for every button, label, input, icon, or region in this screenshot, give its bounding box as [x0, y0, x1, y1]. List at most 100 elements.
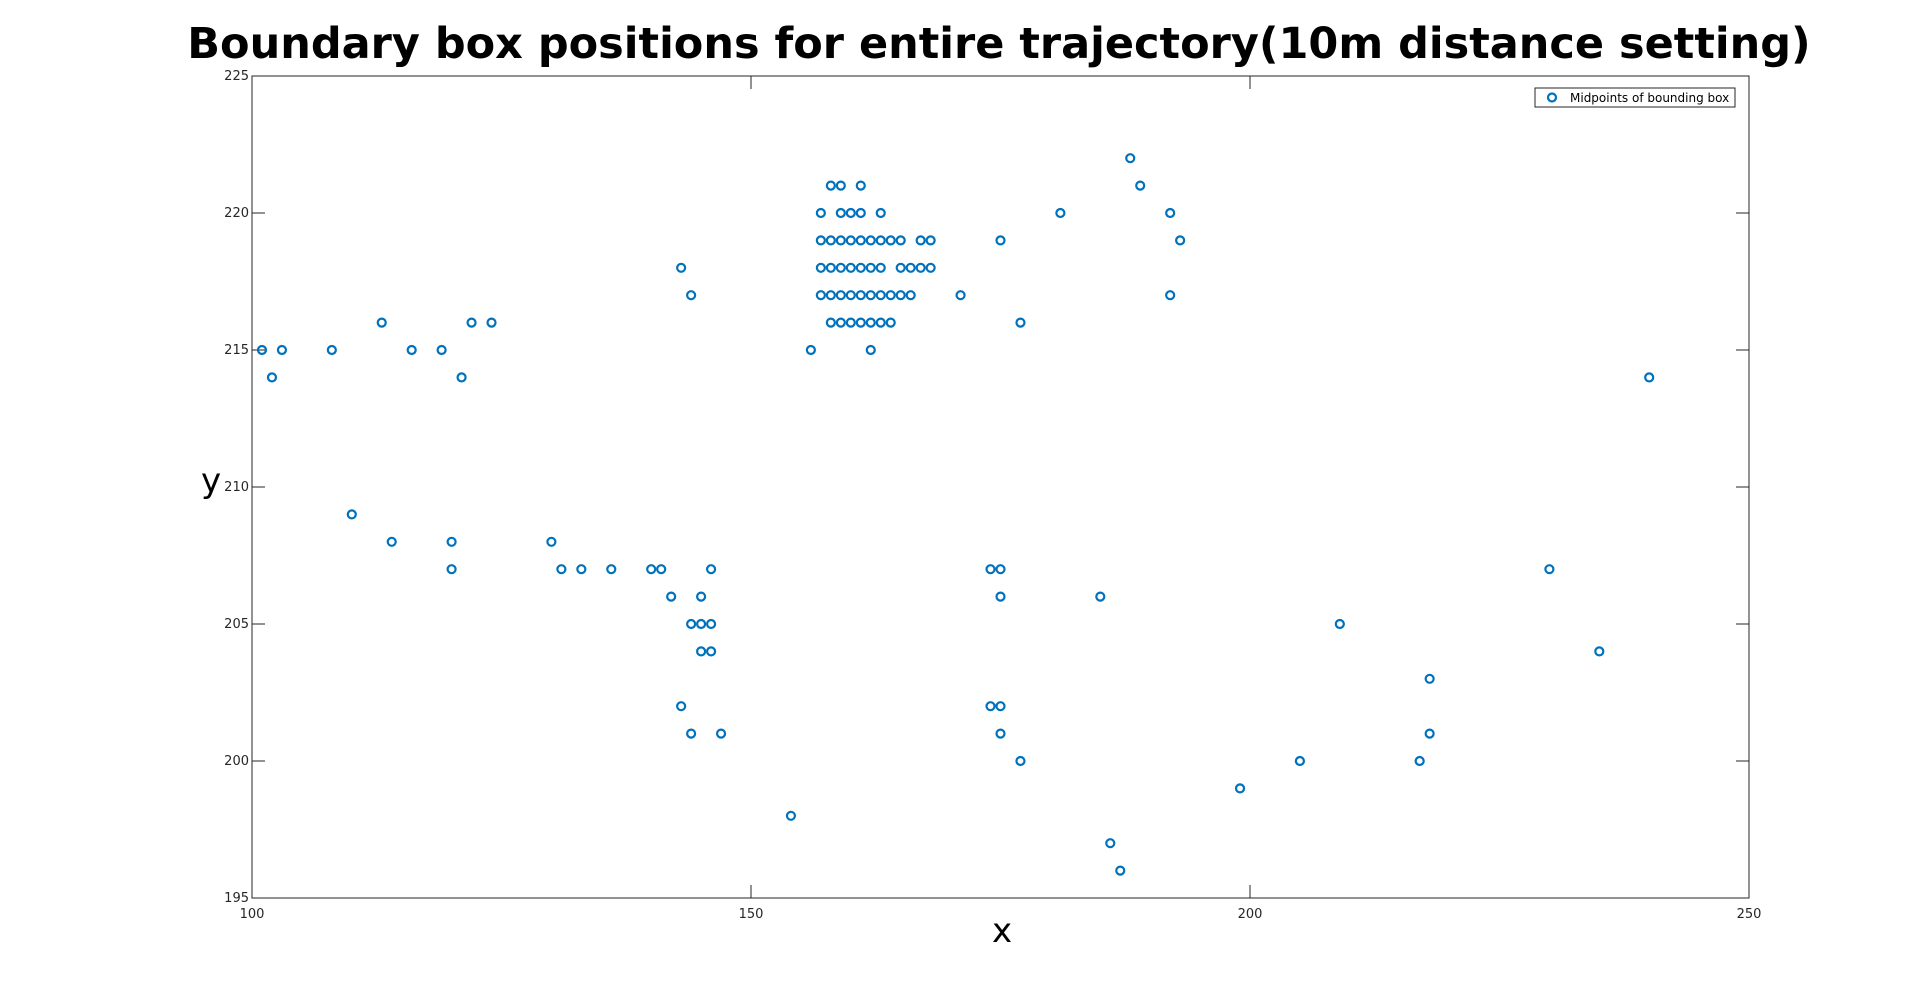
data-point	[855, 290, 866, 301]
y-tick-label: 195	[224, 891, 249, 906]
legend-box	[1534, 87, 1736, 108]
data-point	[406, 344, 417, 356]
plot-area	[251, 75, 1750, 899]
data-point	[845, 262, 856, 273]
data-point	[1055, 207, 1066, 219]
data-point	[1125, 153, 1136, 164]
data-point	[486, 317, 497, 328]
data-point	[446, 536, 457, 547]
data-point	[1414, 755, 1425, 767]
data-point	[835, 290, 846, 301]
data-point	[1175, 235, 1186, 246]
data-point	[855, 317, 866, 328]
data-point	[1015, 755, 1026, 767]
x-tick-label: 250	[1737, 907, 1762, 922]
x-tick-label: 150	[739, 907, 764, 922]
data-point	[1105, 838, 1116, 849]
y-tick-labels: 195 200 205 210 215 220 225	[224, 69, 249, 906]
data-point	[835, 207, 846, 219]
data-point	[676, 262, 687, 273]
chart-title: Boundary box positions for entire trajec…	[187, 19, 1810, 69]
x-tick-label: 100	[240, 907, 265, 922]
data-point	[825, 317, 836, 328]
data-point	[825, 262, 836, 273]
data-point	[865, 290, 876, 301]
x-tick-label: 200	[1238, 907, 1263, 922]
y-tick-label: 210	[224, 480, 249, 495]
data-point	[865, 317, 876, 328]
data-point	[1115, 865, 1126, 876]
data-point	[865, 262, 876, 273]
legend-marker	[1546, 92, 1558, 103]
data-point	[695, 591, 707, 602]
data-point	[1165, 207, 1176, 219]
data-point	[546, 536, 557, 547]
data-point	[875, 207, 886, 219]
data-point	[875, 262, 886, 273]
data-point	[456, 372, 467, 383]
data-point	[326, 344, 337, 356]
data-point	[855, 235, 866, 246]
data-point	[1424, 728, 1435, 739]
data-point	[855, 207, 866, 219]
y-tick-label: 215	[224, 343, 249, 358]
data-point	[865, 235, 876, 246]
data-point	[845, 290, 856, 301]
data-point	[885, 317, 896, 328]
y-tick-label: 220	[224, 206, 249, 221]
data-point	[865, 344, 876, 356]
data-point	[606, 564, 617, 575]
data-point	[875, 317, 886, 328]
data-point	[1294, 755, 1306, 767]
data-point	[785, 810, 797, 821]
data-point	[386, 536, 397, 547]
data-point	[715, 728, 727, 739]
data-point	[995, 564, 1006, 575]
data-point	[815, 262, 826, 273]
data-point	[576, 564, 587, 575]
data-point	[995, 728, 1006, 739]
x-tick-labels: 100 150 200 250	[240, 907, 1762, 922]
data-point	[1234, 783, 1246, 794]
data-point	[466, 317, 477, 328]
data-point	[925, 235, 936, 246]
data-point	[895, 262, 906, 273]
y-tick-label: 225	[224, 69, 249, 84]
data-point	[1594, 646, 1605, 657]
data-point	[825, 235, 836, 246]
data-point	[266, 372, 278, 383]
data-point	[915, 235, 926, 246]
data-point	[695, 618, 707, 630]
data-point	[955, 290, 966, 301]
data-point	[845, 207, 856, 219]
data-point	[995, 701, 1006, 712]
data-point	[695, 646, 707, 657]
data-point	[855, 180, 866, 191]
data-point	[686, 728, 697, 739]
data-point	[835, 262, 846, 273]
data-point	[676, 701, 687, 712]
y-axis-label: y	[201, 461, 221, 501]
data-point	[656, 564, 667, 575]
data-point	[1544, 564, 1555, 575]
data-point	[705, 646, 717, 657]
y-tick-label: 205	[224, 617, 249, 632]
data-points	[256, 153, 1655, 876]
data-point	[686, 290, 697, 301]
data-point	[805, 344, 816, 356]
data-point	[835, 180, 846, 191]
data-point	[885, 235, 896, 246]
data-point	[346, 509, 357, 520]
data-point	[256, 344, 268, 356]
data-point	[875, 290, 886, 301]
data-point	[845, 235, 856, 246]
data-point	[825, 180, 836, 191]
data-point	[815, 290, 826, 301]
y-tick-label: 200	[224, 754, 249, 769]
data-point	[556, 564, 567, 575]
data-point	[895, 290, 906, 301]
data-point	[815, 235, 826, 246]
data-point	[1644, 372, 1655, 383]
data-point	[1135, 180, 1146, 191]
